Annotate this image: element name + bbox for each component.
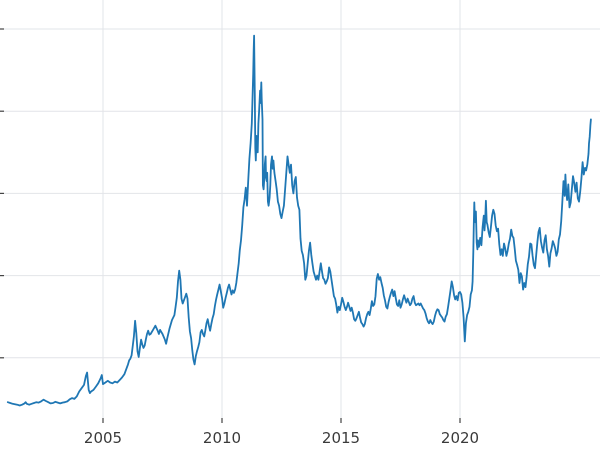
x-tick-label: 2005 xyxy=(84,429,122,447)
x-tick-label: 2020 xyxy=(441,429,479,447)
x-tick-label: 2010 xyxy=(203,429,241,447)
x-tick-label: 2015 xyxy=(322,429,360,447)
price-series-line xyxy=(6,34,592,407)
